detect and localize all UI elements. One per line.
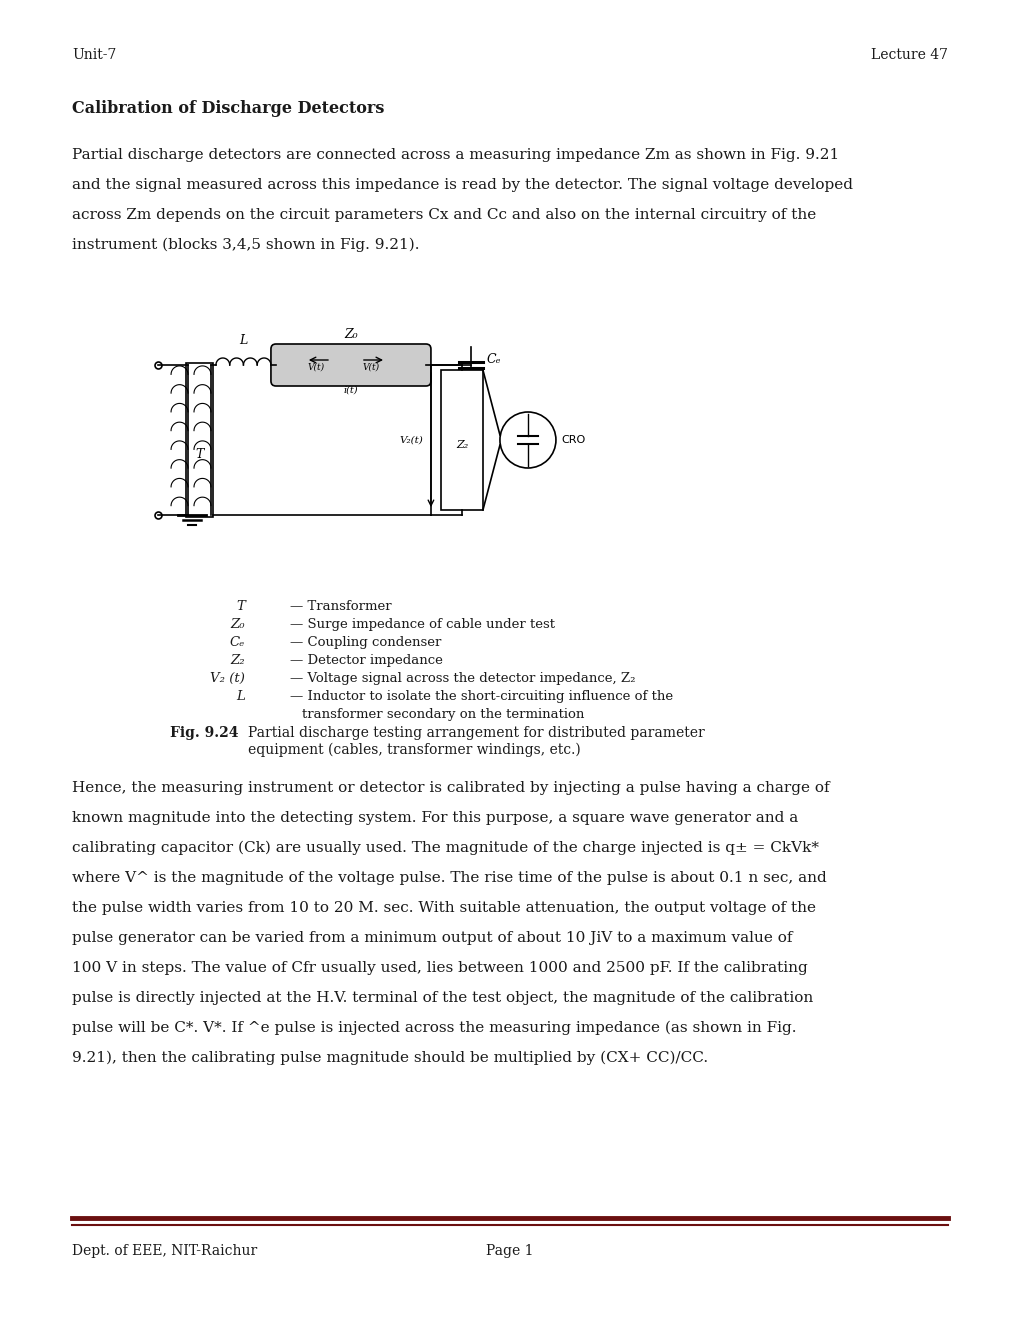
Text: V₂(t): V₂(t): [398, 436, 423, 445]
Text: known magnitude into the detecting system. For this purpose, a square wave gener: known magnitude into the detecting syste…: [72, 810, 798, 825]
Text: L: L: [239, 334, 248, 347]
Text: Unit-7: Unit-7: [72, 48, 116, 62]
Text: — Surge impedance of cable under test: — Surge impedance of cable under test: [289, 618, 554, 631]
Text: — Inductor to isolate the short-circuiting influence of the: — Inductor to isolate the short-circuiti…: [289, 690, 673, 704]
Text: Hence, the measuring instrument or detector is calibrated by injecting a pulse h: Hence, the measuring instrument or detec…: [72, 781, 828, 795]
Text: calibrating capacitor (Ck) are usually used. The magnitude of the charge injecte: calibrating capacitor (Ck) are usually u…: [72, 841, 818, 855]
Text: Calibration of Discharge Detectors: Calibration of Discharge Detectors: [72, 100, 384, 117]
Text: where V^ is the magnitude of the voltage pulse. The rise time of the pulse is ab: where V^ is the magnitude of the voltage…: [72, 871, 826, 884]
Text: — Coupling condenser: — Coupling condenser: [289, 636, 441, 649]
Text: transformer secondary on the termination: transformer secondary on the termination: [302, 708, 584, 721]
Text: 100 V in steps. The value of Cfr usually used, lies between 1000 and 2500 pF. If: 100 V in steps. The value of Cfr usually…: [72, 961, 807, 975]
Text: instrument (blocks 3,4,5 shown in Fig. 9.21).: instrument (blocks 3,4,5 shown in Fig. 9…: [72, 238, 419, 252]
FancyBboxPatch shape: [271, 345, 430, 385]
Text: CRO: CRO: [560, 436, 585, 445]
Text: Cₑ: Cₑ: [486, 354, 501, 367]
Text: — Voltage signal across the detector impedance, Z₂: — Voltage signal across the detector imp…: [289, 672, 635, 685]
Text: Partial discharge testing arrangement for distributed parameter: Partial discharge testing arrangement fo…: [248, 726, 704, 741]
Text: Page 1: Page 1: [486, 1243, 533, 1258]
Text: i(t): i(t): [343, 385, 358, 395]
Text: Z₀: Z₀: [343, 327, 358, 341]
Text: across Zm depends on the circuit parameters Cx and Cc and also on the internal c: across Zm depends on the circuit paramet…: [72, 209, 815, 222]
Text: — Detector impedance: — Detector impedance: [289, 653, 442, 667]
Bar: [185, 363, 213, 517]
Text: V₂ (t): V₂ (t): [210, 672, 245, 685]
Text: 9.21), then the calibrating pulse magnitude should be multiplied by (CX+ CC)/CC.: 9.21), then the calibrating pulse magnit…: [72, 1051, 707, 1065]
Text: and the signal measured across this impedance is read by the detector. The signa: and the signal measured across this impe…: [72, 178, 852, 191]
Text: pulse will be C*. V*. If ^e pulse is injected across the measuring impedance (as: pulse will be C*. V*. If ^e pulse is inj…: [72, 1020, 796, 1035]
Text: T: T: [195, 449, 204, 462]
Text: L: L: [236, 690, 245, 704]
Text: V(t): V(t): [362, 363, 379, 371]
Text: Z₂: Z₂: [455, 440, 468, 450]
Text: Dept. of EEE, NIT-Raichur: Dept. of EEE, NIT-Raichur: [72, 1243, 257, 1258]
Text: Z₀: Z₀: [230, 618, 245, 631]
Text: T: T: [235, 601, 245, 612]
Text: Fig. 9.24: Fig. 9.24: [170, 726, 238, 741]
Text: pulse is directly injected at the H.V. terminal of the test object, the magnitud: pulse is directly injected at the H.V. t…: [72, 991, 812, 1005]
Text: pulse generator can be varied from a minimum output of about 10 JiV to a maximum: pulse generator can be varied from a min…: [72, 931, 792, 945]
Text: Cₑ: Cₑ: [229, 636, 245, 649]
Text: — Transformer: — Transformer: [289, 601, 391, 612]
Text: V(t): V(t): [307, 363, 324, 371]
Bar: [440, 370, 482, 510]
Text: the pulse width varies from 10 to 20 M. sec. With suitable attenuation, the outp: the pulse width varies from 10 to 20 M. …: [72, 902, 815, 915]
Text: Lecture 47: Lecture 47: [870, 48, 947, 62]
Text: Z₂: Z₂: [230, 653, 245, 667]
Text: Partial discharge detectors are connected across a measuring impedance Zm as sho: Partial discharge detectors are connecte…: [72, 148, 839, 162]
Text: equipment (cables, transformer windings, etc.): equipment (cables, transformer windings,…: [248, 743, 580, 758]
